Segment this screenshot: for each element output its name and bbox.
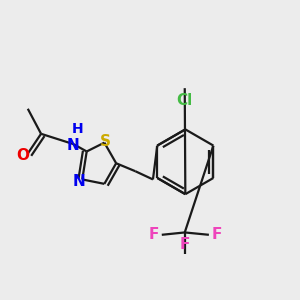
Text: S: S [100,134,111,149]
Text: N: N [72,174,85,189]
Text: H: H [72,122,84,136]
Text: F: F [180,237,190,252]
Text: F: F [148,227,159,242]
Text: Cl: Cl [177,93,193,108]
Text: N: N [67,138,80,153]
Text: F: F [212,227,222,242]
Text: O: O [16,148,29,164]
